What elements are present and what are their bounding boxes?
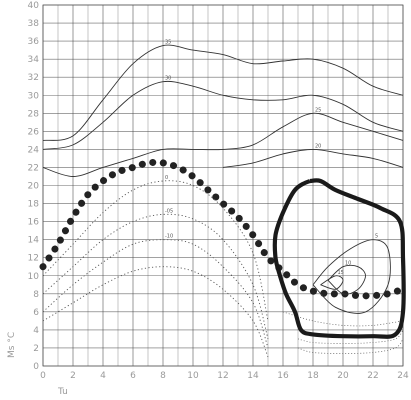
series-layer [39,44,407,358]
contour-line [327,264,366,295]
contour-line [42,239,269,349]
y-tick-label: 40 [28,1,40,11]
contour-line [42,44,404,141]
contour-line [320,275,344,290]
x-tick-label: 24 [397,371,409,381]
x-tick-label: 18 [307,371,319,381]
x-tick-label: 4 [100,371,106,381]
y-tick-label: 24 [28,145,40,155]
y-tick-label: 4 [33,326,39,336]
x-tick-label: 10 [187,371,199,381]
x-tick-label: 2 [70,371,76,381]
x-tick-label: 20 [337,371,349,381]
contour-label: 30 [165,76,171,82]
y-tick-label: 18 [28,200,40,210]
y-tick-label: 22 [28,163,39,173]
y-tick-label: 0 [33,362,39,372]
contour-line [42,112,404,177]
y-tick-label: 16 [28,218,40,228]
contour-line [282,311,404,327]
x-tick-label: 6 [130,371,136,381]
contour-line [42,266,269,358]
x-tick-label: 14 [247,371,259,381]
contour-label: 5 [375,234,378,240]
contour-line [42,180,269,321]
contour-line [222,148,404,168]
x-tick-label: 16 [277,371,289,381]
contour-label: 25 [315,107,321,113]
x-tick-label: 8 [160,371,166,381]
y-tick-label: 8 [33,290,39,300]
contour-label: 10 [345,261,351,267]
y-axis-label: Ms °C [7,332,17,358]
y-tick-label: 6 [33,308,39,318]
y-tick-label: 20 [28,182,40,192]
plot-frame [42,4,404,367]
y-tick-label: 30 [28,91,40,101]
x-tick-label: 0 [40,371,46,381]
y-tick-label: 32 [28,73,39,83]
contour-line [312,239,391,314]
y-tick-label: 34 [28,55,40,65]
x-tick-label: 22 [367,371,378,381]
y-tick-label: 2 [33,344,39,354]
x-tick-label: 12 [217,371,228,381]
contour-line [42,213,269,340]
contour-label: 35 [165,40,171,46]
highlighted-region [272,178,406,339]
contour-line [297,338,404,354]
x-axis-label: Tu [57,387,68,397]
y-tick-label: 14 [28,236,40,246]
labels-layer: 0 2 4 6 8 10 12 14 16 18 20 22 240246810121416182022… [28,1,409,381]
y-tick-label: 26 [28,127,40,137]
contour-line [42,80,404,150]
grid [42,4,404,367]
contour-label: -10 [165,234,173,240]
y-tick-label: 10 [28,272,40,282]
contour-label: -05 [165,208,173,214]
y-tick-label: 36 [28,37,40,47]
y-tick-label: 38 [28,19,40,29]
contour-label: 15 [338,270,344,276]
contour-line [297,329,404,344]
contour-label: 20 [315,143,321,149]
y-tick-label: 12 [28,254,39,264]
y-tick-label: 28 [28,109,40,119]
contour-label: 0 [165,175,168,181]
